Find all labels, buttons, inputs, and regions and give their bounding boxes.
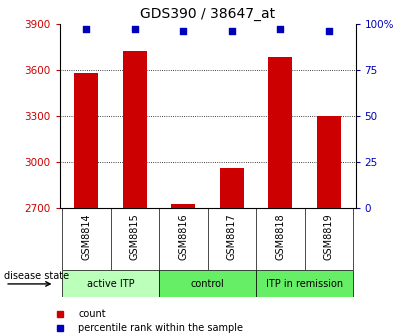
Text: control: control (191, 279, 224, 289)
Text: active ITP: active ITP (87, 279, 134, 289)
Bar (122, 51, 147, 208)
Point (83, 26, 90, 32)
Text: GSM8814: GSM8814 (81, 213, 91, 260)
Point (132, 26, 138, 32)
Text: ITP in remission: ITP in remission (266, 279, 343, 289)
Text: count: count (78, 309, 106, 319)
Bar (220, 168, 244, 208)
Point (326, 28, 332, 34)
Text: GSM8816: GSM8816 (178, 213, 188, 260)
Text: percentile rank within the sample: percentile rank within the sample (78, 323, 243, 333)
Text: GSM8815: GSM8815 (130, 213, 140, 260)
Text: disease state: disease state (4, 270, 69, 281)
Point (277, 26, 284, 32)
Bar (317, 116, 341, 208)
Text: GSM8818: GSM8818 (275, 213, 285, 260)
Bar (171, 204, 195, 208)
Text: GSM8819: GSM8819 (324, 213, 334, 260)
Point (180, 28, 187, 34)
Text: GSM8817: GSM8817 (227, 213, 237, 260)
Title: GDS390 / 38647_at: GDS390 / 38647_at (140, 7, 275, 21)
Point (229, 28, 235, 34)
Bar (256, 270, 353, 297)
Bar (62, 270, 159, 297)
Bar (159, 270, 256, 297)
Bar (268, 57, 293, 208)
Bar (74, 73, 98, 208)
